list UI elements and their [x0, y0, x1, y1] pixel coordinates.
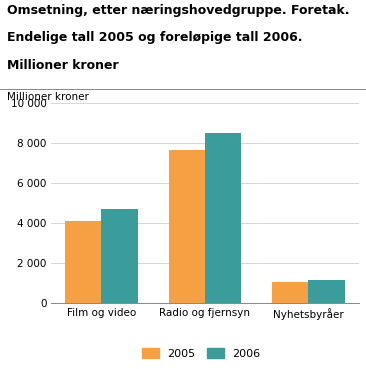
Text: Millioner kroner: Millioner kroner	[7, 92, 89, 102]
Bar	[309, 280, 345, 303]
Text: Endelige tall 2005 og foreløpige tall 2006.: Endelige tall 2005 og foreløpige tall 20…	[7, 31, 303, 44]
Bar	[169, 150, 205, 303]
Bar	[272, 282, 309, 303]
Text: Omsetning, etter næringshovedgruppe. Foretak.: Omsetning, etter næringshovedgruppe. For…	[7, 4, 350, 17]
Bar	[205, 133, 241, 303]
Bar	[101, 209, 138, 303]
Legend: 2005, 2006: 2005, 2006	[138, 344, 265, 363]
Text: Millioner kroner: Millioner kroner	[7, 59, 119, 72]
Bar	[65, 221, 101, 303]
